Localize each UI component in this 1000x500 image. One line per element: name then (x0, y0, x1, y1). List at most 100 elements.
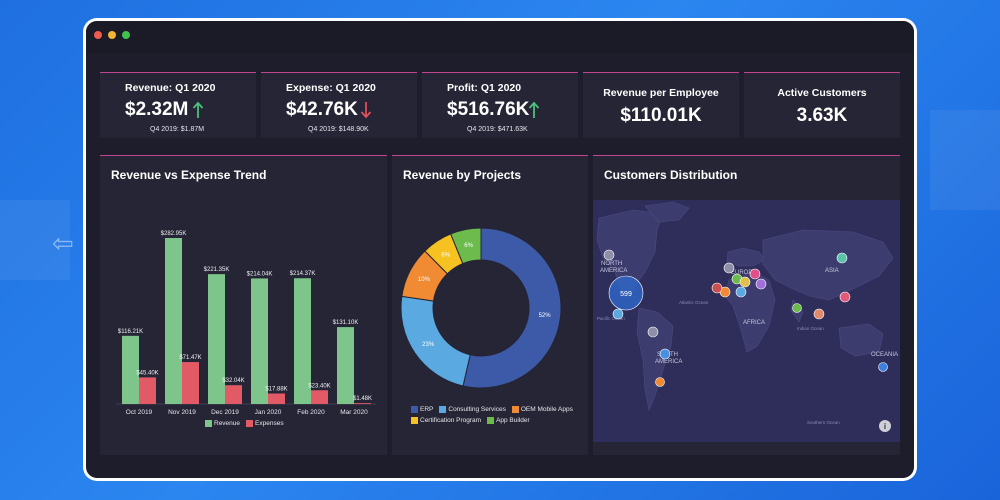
x-tick-label: Feb 2020 (297, 409, 325, 416)
chart-legend: Revenue Expenses (205, 420, 284, 427)
legend-label: ERP (420, 406, 434, 414)
customer-marker[interactable] (655, 377, 665, 387)
customer-marker[interactable] (647, 326, 659, 338)
left-arrow-icon: ⇦ (52, 228, 74, 258)
map-landmasses (596, 201, 894, 412)
kpi-card-revenue-per-employee[interactable]: Revenue per Employee $110.01K (583, 72, 739, 138)
data-label: $214.37K (290, 271, 316, 277)
x-tick-label: Nov 2019 (168, 409, 196, 416)
background-shape (930, 110, 1000, 210)
donut-slice[interactable] (450, 227, 482, 265)
panel-revenue-vs-expense: Revenue vs Expense Trend $116.21K $45.40K… (100, 155, 387, 455)
bar-expenses[interactable] (182, 362, 199, 404)
slice-label: 10% (418, 277, 431, 283)
customer-marker[interactable] (612, 308, 624, 320)
legend-label: Consulting Services (448, 406, 506, 414)
customer-marker[interactable] (836, 252, 848, 264)
data-label: $32.04K (222, 378, 244, 384)
legend-label: App Builder (496, 417, 530, 425)
bar-expenses[interactable] (225, 385, 242, 404)
legend-item-oem-mobile-apps[interactable]: OEM Mobile Apps (511, 406, 573, 413)
label-indian-ocean: Indian Ocean (797, 326, 824, 331)
data-label: $71.47K (179, 355, 201, 361)
maximize-window-button[interactable] (122, 31, 130, 39)
label-southern-ocean: Southern Ocean (807, 420, 840, 425)
x-tick-label: Dec 2019 (211, 409, 239, 416)
kpi-comparison: Q4 2019: $148.90K (308, 126, 369, 133)
customer-bubble-north-america[interactable] (608, 275, 644, 311)
bar-revenue[interactable] (165, 238, 182, 404)
label-pacific-ocean: Pacific Ocean (597, 316, 625, 321)
customer-marker[interactable] (735, 286, 747, 298)
label-atlantic-ocean: Atlantic Ocean (679, 300, 709, 305)
customer-marker[interactable] (839, 291, 851, 303)
arrow-up-icon (528, 101, 540, 118)
customer-marker[interactable] (723, 262, 735, 274)
customer-marker[interactable] (749, 268, 761, 280)
label-africa: AFRICA (743, 320, 765, 326)
donut-slice[interactable] (400, 295, 471, 387)
legend-item-expenses[interactable]: Expenses (246, 420, 284, 427)
x-tick-label: Oct 2019 (126, 409, 153, 416)
customer-marker[interactable] (813, 308, 825, 320)
label-south-america: AMERICA (655, 359, 682, 365)
slice-label: 6% (441, 253, 450, 259)
kpi-card-expense[interactable]: Expense: Q1 2020 $42.76K Q4 2019: $148.9… (261, 72, 417, 138)
label-north-america: NORTH (601, 261, 622, 267)
info-icon[interactable]: i (879, 420, 891, 432)
legend-item-consulting-services[interactable]: Consulting Services (439, 406, 506, 414)
bubble-value: 599 (620, 291, 632, 298)
arrow-up-icon (192, 101, 204, 118)
bar-revenue[interactable] (251, 278, 268, 404)
bar-expenses[interactable] (268, 393, 285, 404)
revenue-expense-bar-chart[interactable]: $116.21K $45.40K Oct 2019 $282.95K $71.47K No… (100, 156, 387, 456)
legend-label: Certification Program (420, 417, 482, 425)
kpi-value: 3.63K (796, 105, 848, 126)
bar-expenses[interactable] (139, 377, 156, 404)
kpi-card-profit[interactable]: Profit: Q1 2020 $516.76K Q4 2019: $471.6… (422, 72, 578, 138)
arrow-down-icon (360, 102, 372, 119)
customer-marker[interactable] (792, 303, 802, 313)
label-europe: EUROPE (731, 270, 756, 276)
bar-revenue[interactable] (122, 335, 139, 404)
legend-item-certification-program[interactable]: Certification Program (411, 417, 481, 424)
bar-expenses[interactable] (311, 390, 328, 404)
kpi-title: Profit: Q1 2020 (447, 82, 522, 94)
kpi-title: Active Customers (777, 87, 867, 99)
kpi-title: Expense: Q1 2020 (286, 82, 376, 94)
donut-slice[interactable] (462, 227, 562, 389)
kpi-value: $42.76K (286, 99, 358, 120)
customer-marker[interactable] (878, 362, 888, 372)
legend-item-revenue[interactable]: Revenue (205, 420, 240, 427)
x-tick-label: Mar 2020 (340, 409, 368, 416)
slice-label: 23% (422, 342, 435, 348)
customer-marker[interactable] (755, 278, 767, 290)
data-label: $214.04K (247, 271, 273, 277)
kpi-value: $2.32M (125, 99, 189, 120)
legend-item-erp[interactable]: ERP (411, 406, 433, 413)
world-map[interactable]: NORTH AMERICA EUROPE ASIA AFRICA SOUTH A… (593, 200, 900, 442)
bar-revenue[interactable] (337, 327, 354, 404)
revenue-by-projects-donut-chart[interactable]: 52% 23% 10% 6% 6% (392, 156, 588, 396)
kpi-card-revenue[interactable]: Revenue: Q1 2020 $2.32M Q4 2019: $1.87M (100, 72, 256, 138)
bar-expenses[interactable] (354, 403, 371, 404)
customer-marker[interactable] (711, 282, 723, 294)
close-window-button[interactable] (94, 31, 102, 39)
minimize-window-button[interactable] (108, 31, 116, 39)
legend-item-app-builder[interactable]: App Builder (487, 417, 530, 424)
bar-revenue[interactable] (294, 278, 311, 404)
slice-label: 6% (464, 243, 473, 249)
customer-marker[interactable] (659, 348, 671, 360)
window-titlebar (86, 21, 914, 53)
customer-markers (603, 249, 888, 387)
data-label: $221.35K (204, 267, 230, 273)
kpi-card-active-customers[interactable]: Active Customers 3.63K (744, 72, 900, 138)
bar-revenue[interactable] (208, 274, 225, 404)
chart-legend: ERP Consulting Services OEM Mobile Apps … (411, 406, 581, 424)
customer-marker[interactable] (739, 276, 751, 288)
dashboard: Revenue: Q1 2020 $2.32M Q4 2019: $1.87M … (86, 21, 914, 478)
kpi-value: $516.76K (447, 99, 530, 120)
x-tick-label: Jan 2020 (255, 409, 282, 416)
customer-marker[interactable] (603, 249, 615, 261)
data-label: $131.10K (333, 320, 359, 326)
